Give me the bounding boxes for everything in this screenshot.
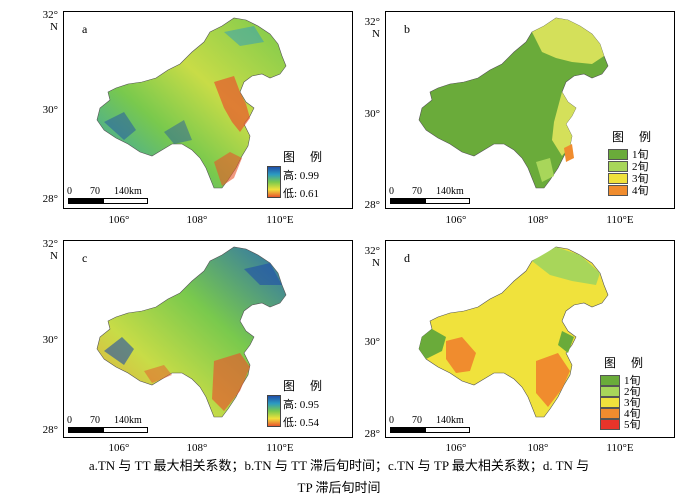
legend-item: 1旬 <box>600 372 641 388</box>
lat-label-n: N <box>50 21 58 33</box>
color-ramp <box>267 395 281 427</box>
legend-item: 2旬 <box>608 158 649 174</box>
map-panel-a: a 图 例 高: 0.99 低: 0.61 0 70 140km <box>63 11 353 209</box>
lat-label-30: 30° <box>364 108 380 120</box>
panel-letter: b <box>404 22 410 36</box>
lon-label-106: 106° <box>445 442 467 454</box>
lon-label-110: 110°E <box>266 442 294 454</box>
legend-high-label: 高: 0.99 <box>283 170 320 182</box>
lat-label-28: 28° <box>42 424 58 436</box>
lat-label-30: 30° <box>42 104 58 116</box>
map-panel-d: d 图 例 1旬 2旬 3旬 4旬 5旬 0 70 140km <box>385 240 675 438</box>
lat-label-30: 30° <box>42 334 58 346</box>
legend-item: 5旬 <box>600 416 641 432</box>
legend-item: 3旬 <box>608 170 649 186</box>
lat-label-32: 32° <box>364 245 380 257</box>
lon-label-106: 106° <box>108 214 130 226</box>
figure-caption-line-2: TP 滞后旬时间 <box>297 480 381 495</box>
lat-label-28: 28° <box>42 193 58 205</box>
correlation-map-tn-tp <box>96 246 287 418</box>
legend-item: 3旬 <box>600 394 641 410</box>
lag-map-tn-tt <box>418 17 609 189</box>
lat-label-32: 32° <box>364 16 380 28</box>
lat-label-n: N <box>372 28 380 40</box>
lat-label-32: 32° <box>42 238 58 250</box>
scale-label-zero: 0 <box>389 186 394 197</box>
scale-label-mid: 70 <box>412 415 422 426</box>
correlation-map-tn-tt <box>96 17 287 189</box>
scale-bar <box>390 427 470 433</box>
legend-low-label: 低: 0.61 <box>283 188 320 200</box>
lon-label-106: 106° <box>108 442 130 454</box>
lon-label-108: 108° <box>186 214 208 226</box>
scale-label-zero: 0 <box>67 415 72 426</box>
panel-letter: c <box>82 251 88 265</box>
legend-title: 图 例 <box>604 356 650 370</box>
map-panel-c: c 图 例 高: 0.95 低: 0.54 0 70 140km <box>63 240 353 438</box>
panel-letter: d <box>404 251 410 265</box>
scale-label-end: 140km <box>436 186 464 197</box>
legend-item: 4旬 <box>608 182 649 198</box>
lon-label-108: 108° <box>527 442 549 454</box>
scale-label-mid: 70 <box>412 186 422 197</box>
scale-bar <box>68 198 148 204</box>
legend-title: 图 例 <box>283 150 329 164</box>
lag-map-tn-tp <box>418 246 609 418</box>
scale-label-zero: 0 <box>389 415 394 426</box>
scale-bar <box>68 427 148 433</box>
map-panel-b: b 图 例 1旬 2旬 3旬 4旬 0 70 140km <box>385 11 675 209</box>
lon-label-106: 106° <box>445 214 467 226</box>
color-ramp <box>267 166 281 198</box>
lat-label-32: 32° <box>42 9 58 21</box>
lat-label-30: 30° <box>364 336 380 348</box>
scale-label-end: 140km <box>114 186 142 197</box>
panel-letter: a <box>82 22 88 36</box>
lon-label-110: 110°E <box>606 442 634 454</box>
legend-title: 图 例 <box>612 130 658 144</box>
legend-item: 2旬 <box>600 383 641 399</box>
scale-label-end: 140km <box>114 415 142 426</box>
lat-label-28: 28° <box>364 199 380 211</box>
legend-low-label: 低: 0.54 <box>283 417 320 429</box>
scale-label-end: 140km <box>436 415 464 426</box>
legend-item: 1旬 <box>608 146 649 162</box>
lat-label-n: N <box>50 250 58 262</box>
lat-label-n: N <box>372 257 380 269</box>
lat-label-28: 28° <box>364 428 380 440</box>
legend-title: 图 例 <box>283 379 329 393</box>
scale-bar <box>390 198 470 204</box>
scale-label-mid: 70 <box>90 415 100 426</box>
scale-label-zero: 0 <box>67 186 72 197</box>
lon-label-108: 108° <box>186 442 208 454</box>
figure-caption-line-1: a.TN 与 TT 最大相关系数；b.TN 与 TT 滞后旬时间；c.TN 与 … <box>88 458 590 473</box>
legend-item: 4旬 <box>600 405 641 421</box>
lon-label-108: 108° <box>527 214 549 226</box>
lon-label-110: 110°E <box>266 214 294 226</box>
lon-label-110: 110°E <box>606 214 634 226</box>
scale-label-mid: 70 <box>90 186 100 197</box>
legend-high-label: 高: 0.95 <box>283 399 320 411</box>
